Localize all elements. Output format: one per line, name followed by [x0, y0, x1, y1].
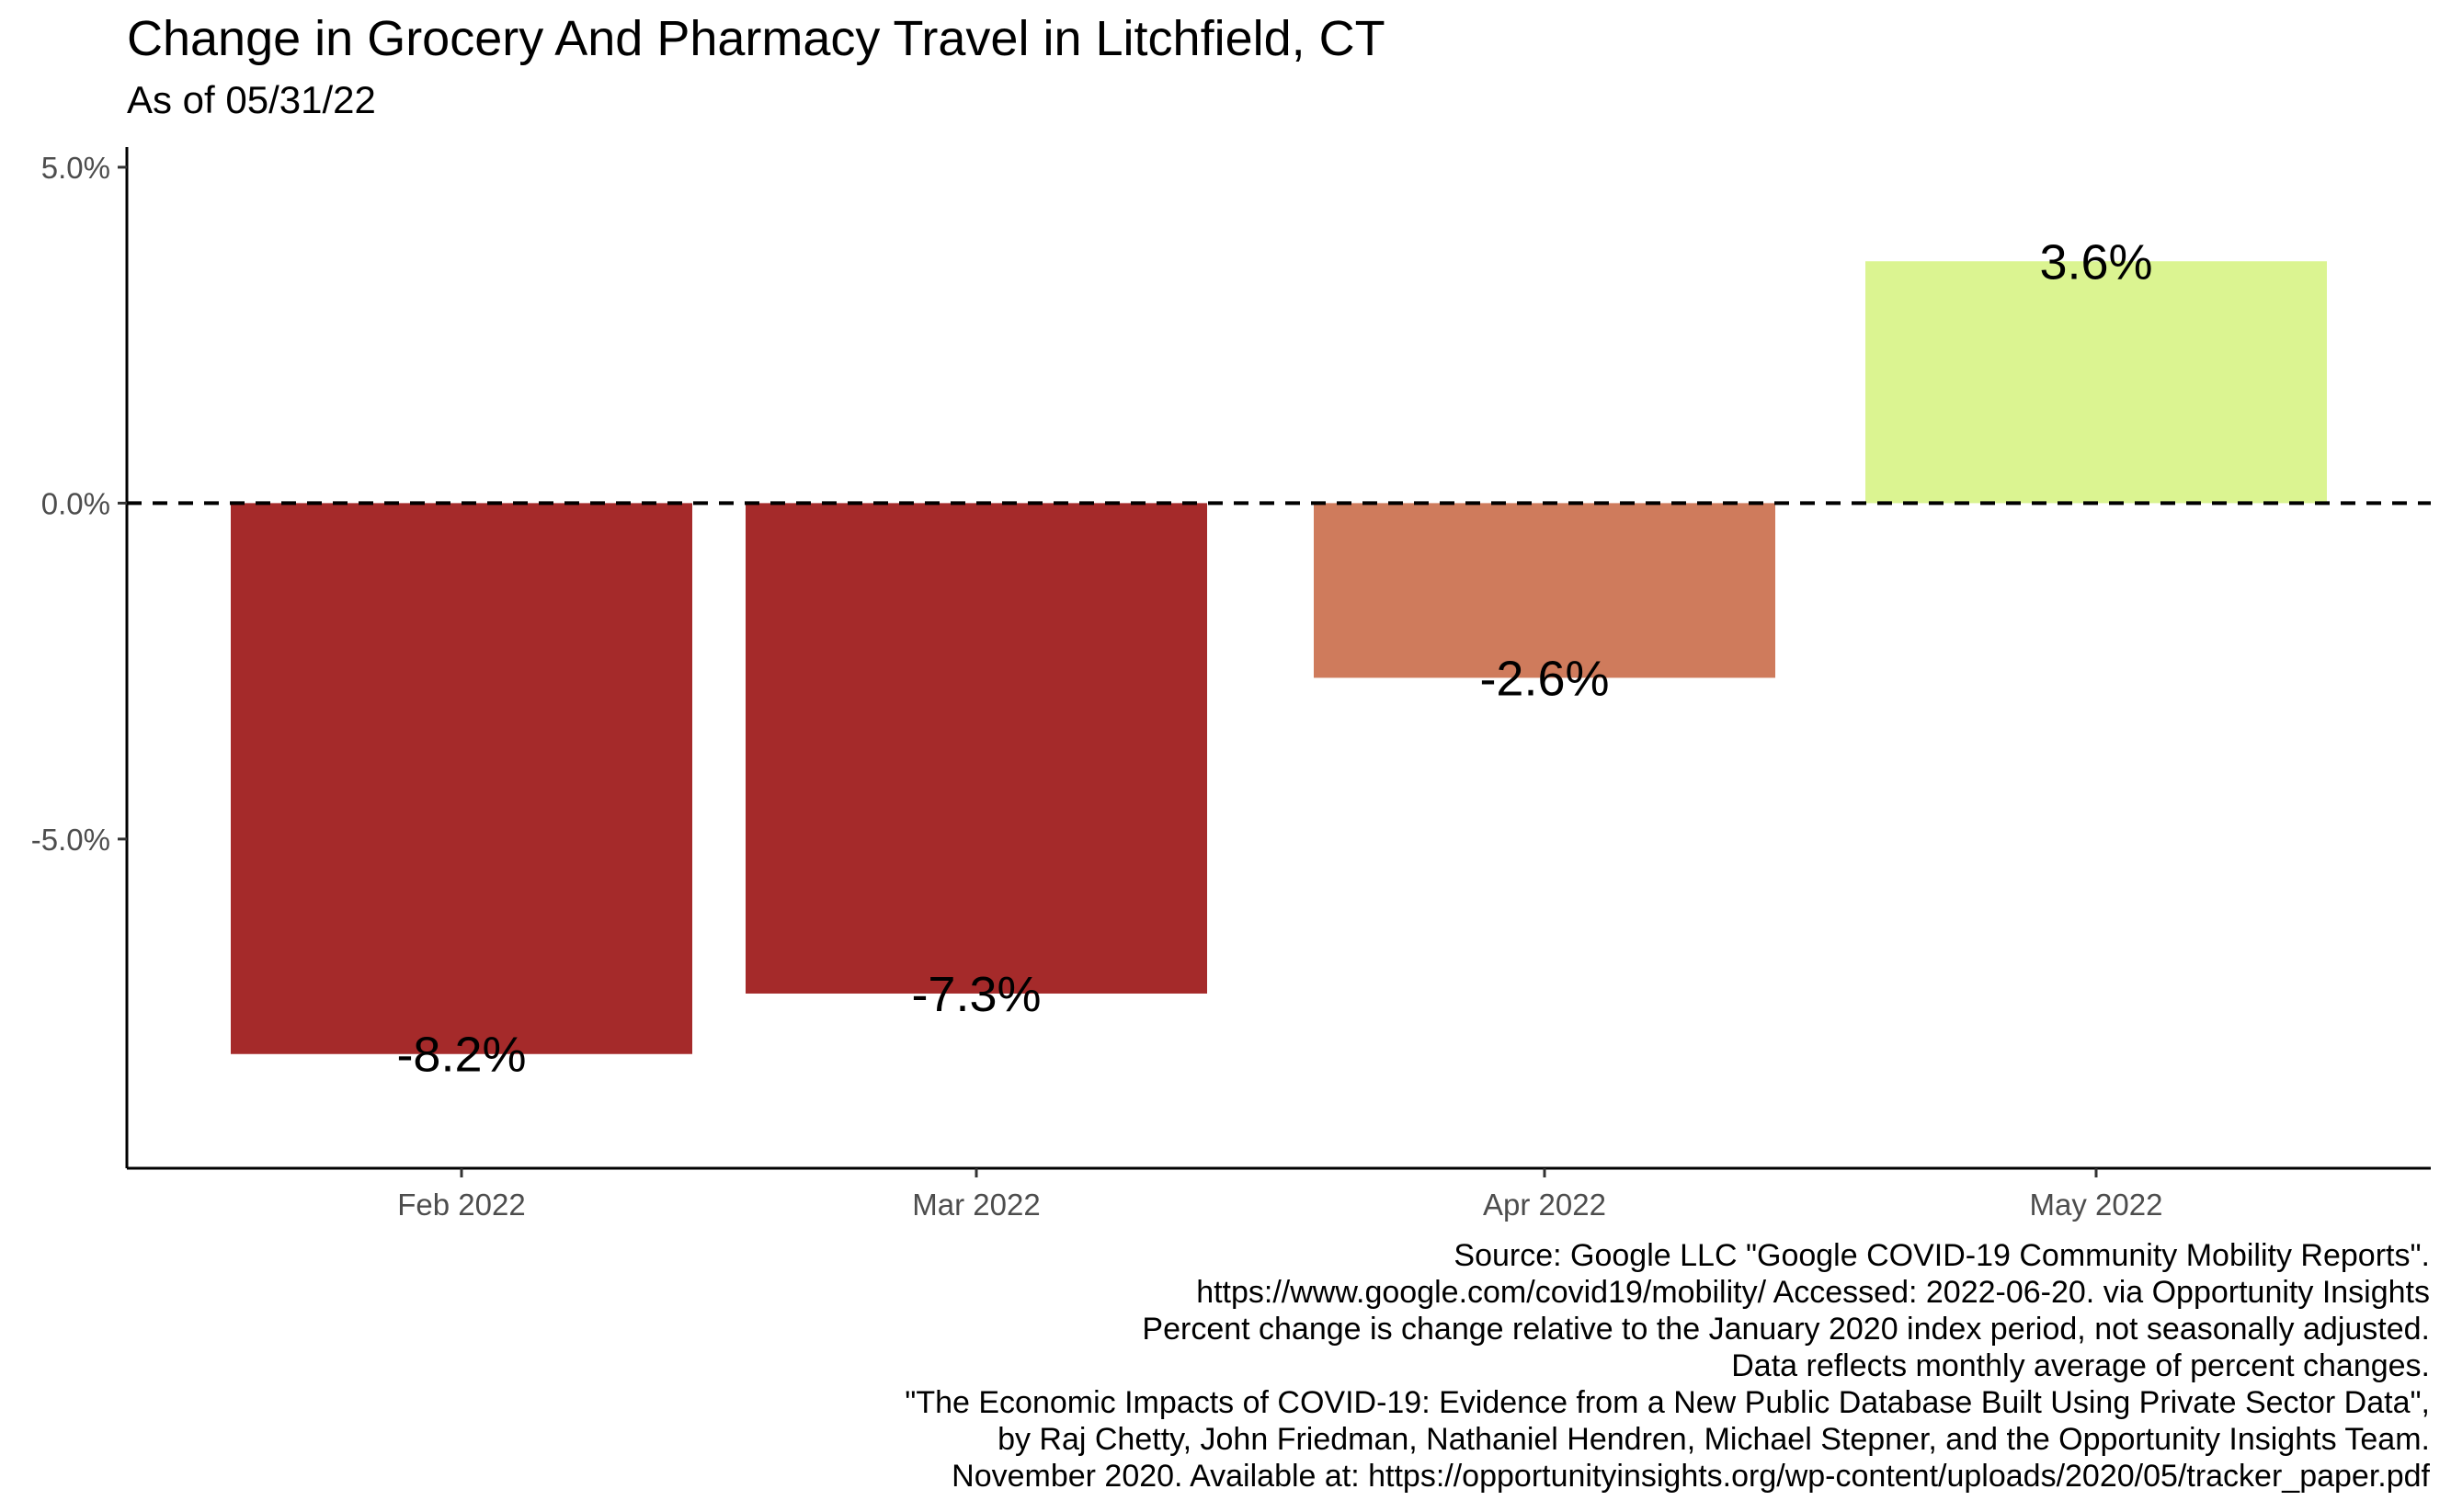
caption-line: November 2020. Available at: https://opp…: [952, 1459, 2430, 1494]
bar: [1865, 261, 2327, 504]
caption-line: Source: Google LLC "Google COVID-19 Comm…: [1454, 1238, 2430, 1273]
caption-line: by Raj Chetty, John Friedman, Nathaniel …: [998, 1422, 2430, 1457]
x-tick-label: May 2022: [2030, 1188, 2163, 1222]
data-label: -8.2%: [396, 1028, 526, 1083]
y-tick-label: 5.0%: [41, 151, 110, 185]
bar: [231, 503, 692, 1054]
caption-line: https://www.google.com/covid19/mobility/…: [1196, 1275, 2430, 1310]
x-tick-label: Feb 2022: [397, 1188, 525, 1222]
x-tick-label: Apr 2022: [1483, 1188, 1606, 1222]
data-label: -2.6%: [1479, 651, 1609, 706]
x-tick-label: Mar 2022: [912, 1188, 1040, 1222]
data-label: -7.3%: [911, 967, 1041, 1022]
bar: [1314, 503, 1775, 678]
caption-line: "The Economic Impacts of COVID-19: Evide…: [905, 1385, 2430, 1420]
bar: [746, 503, 1207, 994]
caption-line: Percent change is change relative to the…: [1142, 1312, 2430, 1347]
y-tick-label: -5.0%: [31, 823, 110, 857]
caption-line: Data reflects monthly average of percent…: [1731, 1348, 2430, 1383]
bars-layer: [231, 261, 2327, 1054]
y-tick-label: 0.0%: [41, 486, 110, 520]
axes-layer: 5.0% 0.0% -5.0% Feb 2022 Mar 2022 Apr 2022 May…: [31, 147, 2431, 1222]
chart-title: Change in Grocery And Pharmacy Travel in…: [127, 11, 1385, 66]
chart-subtitle: As of 05/31/22: [127, 78, 376, 121]
value-labels-layer: -8.2% -7.3% -2.6% 3.6%: [396, 234, 2152, 1082]
data-label: 3.6%: [2039, 234, 2152, 290]
source-caption: Source: Google LLC "Google COVID-19 Comm…: [591, 1237, 2430, 1495]
